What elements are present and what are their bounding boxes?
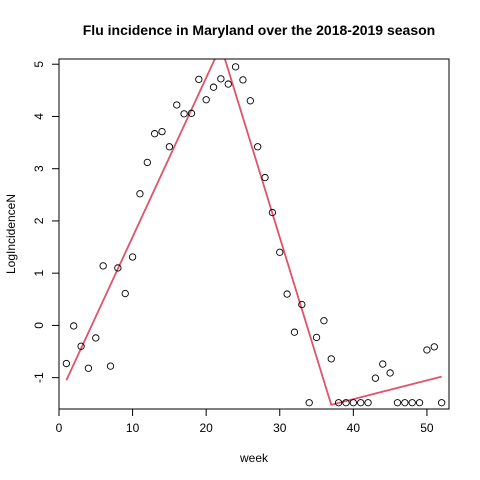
y-tick-label: 4 xyxy=(32,113,46,120)
data-point xyxy=(342,399,350,407)
x-tick-label: 40 xyxy=(347,421,361,435)
x-axis-label: week xyxy=(239,451,269,465)
y-tick-label: 3 xyxy=(32,165,46,172)
data-point xyxy=(70,322,78,330)
x-tick-label: 10 xyxy=(126,421,140,435)
y-axis-label: LogIncidenceN xyxy=(4,194,18,274)
data-point xyxy=(136,190,144,198)
data-point xyxy=(298,300,306,309)
data-point xyxy=(77,342,85,350)
data-point xyxy=(187,109,196,117)
y-tick-label: -1 xyxy=(32,372,46,383)
data-point xyxy=(290,328,299,336)
data-point xyxy=(143,158,151,167)
y-tick-label: 1 xyxy=(32,270,46,277)
data-point xyxy=(334,399,343,407)
data-point xyxy=(261,173,269,182)
data-point xyxy=(158,127,166,136)
data-point xyxy=(106,362,115,370)
data-point xyxy=(401,399,409,407)
data-point xyxy=(268,208,277,217)
x-tick-label: 50 xyxy=(420,421,434,435)
plot-area xyxy=(62,59,446,407)
data-point xyxy=(209,83,218,91)
data-point xyxy=(165,143,174,151)
data-point xyxy=(246,97,254,105)
data-point xyxy=(202,96,210,104)
chart-title: Flu incidence in Maryland over the 2018-… xyxy=(83,22,435,38)
plot-frame xyxy=(58,58,450,410)
y-tick-label: 0 xyxy=(32,322,46,329)
data-point xyxy=(92,334,100,342)
data-point xyxy=(371,374,380,382)
data-point xyxy=(349,399,357,407)
data-point xyxy=(283,290,291,298)
data-point xyxy=(224,80,232,88)
data-point xyxy=(254,143,262,151)
data-point xyxy=(312,333,321,342)
data-point xyxy=(357,399,365,407)
data-point xyxy=(430,343,438,351)
data-point xyxy=(437,399,446,407)
data-point xyxy=(121,289,129,298)
data-point xyxy=(217,75,225,83)
data-point xyxy=(327,355,335,363)
x-tick-label: 30 xyxy=(273,421,287,435)
axes: 0 10 20 30 40 50 -1 0 1 2 3 4 5 xyxy=(32,61,434,435)
data-point xyxy=(415,399,424,407)
y-tick-label: 2 xyxy=(32,217,46,224)
data-point xyxy=(320,317,328,325)
data-point xyxy=(393,399,402,407)
x-tick-label: 0 xyxy=(56,421,63,435)
data-point xyxy=(423,346,431,354)
data-point xyxy=(239,76,247,84)
data-point xyxy=(408,399,416,407)
data-point xyxy=(379,360,387,368)
data-point xyxy=(195,75,203,84)
data-point xyxy=(151,130,159,138)
data-point xyxy=(62,359,71,368)
fit-line xyxy=(65,59,442,406)
data-point xyxy=(128,253,137,261)
data-point xyxy=(305,399,313,407)
data-point xyxy=(84,364,93,372)
data-point xyxy=(180,110,188,118)
data-point xyxy=(231,63,240,71)
y-tick-label: 5 xyxy=(32,61,46,68)
x-tick-label: 20 xyxy=(199,421,213,435)
data-point xyxy=(173,101,181,109)
data-point xyxy=(364,399,372,407)
data-point xyxy=(386,369,394,377)
data-point xyxy=(276,248,284,256)
data-point xyxy=(114,264,122,272)
data-point xyxy=(99,262,107,270)
